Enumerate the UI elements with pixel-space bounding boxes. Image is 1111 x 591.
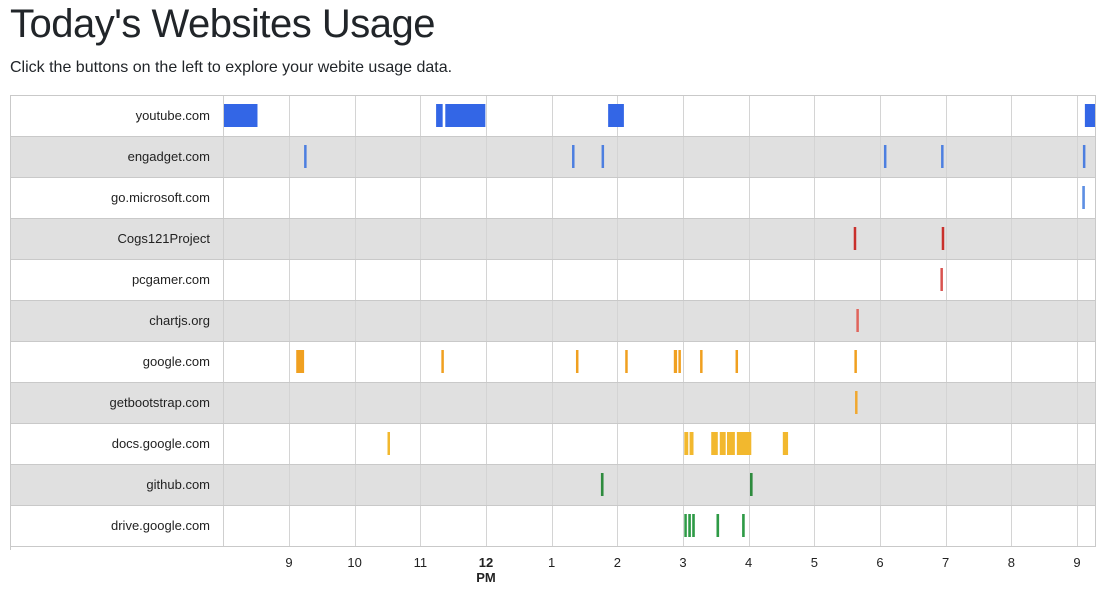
row-label: github.com xyxy=(146,477,210,492)
row-label: docs.google.com xyxy=(112,436,210,451)
row-label: drive.google.com xyxy=(111,518,210,533)
x-tick-label: 12 xyxy=(479,555,493,570)
usage-bar xyxy=(941,145,944,168)
x-tick-label: 10 xyxy=(347,555,361,570)
row-label: google.com xyxy=(143,354,210,369)
usage-bar xyxy=(711,432,718,455)
usage-bar xyxy=(854,350,857,373)
usage-bar xyxy=(608,104,624,127)
x-tick-label: 11 xyxy=(414,555,428,570)
row-label: youtube.com xyxy=(136,108,210,123)
usage-bar xyxy=(940,268,943,291)
usage-bar xyxy=(601,145,605,168)
x-tick-label: 9 xyxy=(285,555,292,570)
usage-bar xyxy=(600,473,604,496)
usage-bar xyxy=(719,432,726,455)
usage-bar xyxy=(855,391,858,414)
usage-bar xyxy=(1082,186,1085,209)
x-tick-label: 6 xyxy=(876,555,883,570)
usage-bar xyxy=(782,432,789,455)
page-subtitle: Click the buttons on the left to explore… xyxy=(10,59,453,76)
usage-bar xyxy=(572,145,575,168)
usage-bar xyxy=(1084,104,1095,127)
usage-bar xyxy=(856,309,859,332)
usage-bar xyxy=(684,432,689,455)
x-tick-label: 1 xyxy=(548,555,555,570)
usage-bar xyxy=(387,432,390,455)
row-label: go.microsoft.com xyxy=(111,190,210,205)
usage-bar xyxy=(445,104,486,127)
usage-bar xyxy=(304,145,307,168)
usage-bar xyxy=(700,350,703,373)
row-label: engadget.com xyxy=(128,149,210,164)
x-tick-label: 7 xyxy=(942,555,949,570)
x-tick-label: 8 xyxy=(1008,555,1015,570)
usage-bar xyxy=(736,432,752,455)
usage-bar xyxy=(692,514,695,537)
x-tick-label: 9 xyxy=(1073,555,1080,570)
x-tick-label: 3 xyxy=(679,555,686,570)
usage-bar xyxy=(716,514,720,537)
usage-bar xyxy=(224,104,258,127)
usage-bar xyxy=(1082,145,1086,168)
usage-bar xyxy=(296,350,305,373)
usage-bar xyxy=(749,473,753,496)
usage-bar xyxy=(853,227,857,250)
row-label: getbootstrap.com xyxy=(110,395,210,410)
usage-bar xyxy=(436,104,443,127)
usage-bar xyxy=(688,514,691,537)
usage-bar xyxy=(742,514,745,537)
x-tick-label: 2 xyxy=(614,555,621,570)
usage-bar xyxy=(689,432,694,455)
usage-bar xyxy=(726,432,735,455)
usage-bar xyxy=(684,514,687,537)
usage-bar xyxy=(883,145,887,168)
row-label: Cogs121Project xyxy=(118,231,211,246)
x-tick-sublabel: PM xyxy=(476,570,496,585)
row-label: pcgamer.com xyxy=(132,272,210,287)
usage-bar xyxy=(941,227,945,250)
usage-bar xyxy=(625,350,628,373)
x-tick-label: 4 xyxy=(745,555,752,570)
row-label: chartjs.org xyxy=(149,313,210,328)
usage-bar xyxy=(441,350,444,373)
page-title: Today's Websites Usage xyxy=(10,2,436,46)
usage-bar xyxy=(575,350,579,373)
usage-bar xyxy=(735,350,739,373)
x-tick-label: 5 xyxy=(811,555,818,570)
usage-bar xyxy=(678,350,681,373)
usage-bar xyxy=(673,350,678,373)
